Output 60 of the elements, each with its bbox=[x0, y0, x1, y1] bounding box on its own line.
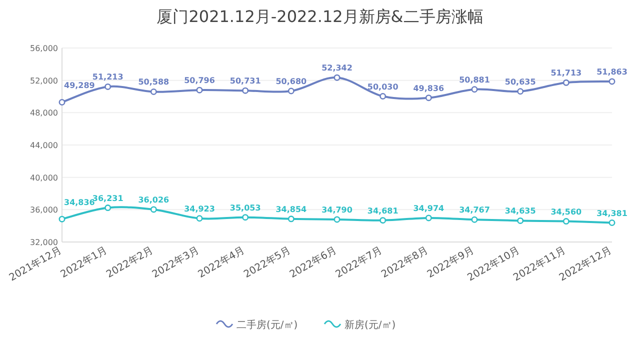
data-label: 49,289 bbox=[64, 81, 96, 90]
data-label: 34,790 bbox=[322, 205, 353, 214]
data-label: 36,026 bbox=[138, 195, 170, 204]
point bbox=[334, 216, 340, 223]
point bbox=[288, 88, 294, 94]
point bbox=[471, 86, 478, 93]
data-label: 34,635 bbox=[504, 206, 536, 216]
y-tick-label: 48,000 bbox=[30, 108, 58, 118]
point bbox=[104, 83, 112, 90]
point bbox=[104, 204, 112, 212]
y-tick-label: 40,000 bbox=[30, 173, 58, 182]
data-label: 34,767 bbox=[459, 206, 490, 215]
data-label: 50,588 bbox=[138, 78, 170, 87]
point bbox=[562, 218, 570, 225]
data-label: 51,863 bbox=[596, 67, 628, 76]
legend-label: 新房(元/㎡) bbox=[344, 319, 396, 331]
legend-label: 二手房(元/㎡) bbox=[236, 319, 298, 331]
point bbox=[425, 94, 432, 102]
y-tick-label: 56,000 bbox=[30, 44, 58, 53]
point bbox=[150, 206, 157, 213]
point bbox=[517, 217, 524, 224]
point bbox=[242, 214, 249, 221]
data-label: 51,213 bbox=[92, 72, 124, 82]
data-label: 35,053 bbox=[230, 203, 261, 212]
point bbox=[288, 216, 294, 222]
data-label: 51,713 bbox=[550, 68, 582, 78]
data-label: 50,635 bbox=[504, 77, 536, 86]
data-label: 50,731 bbox=[230, 76, 262, 86]
point bbox=[334, 74, 340, 81]
point bbox=[517, 88, 524, 95]
data-label: 34,974 bbox=[413, 204, 445, 213]
point bbox=[608, 220, 616, 226]
data-label: 34,560 bbox=[550, 207, 582, 216]
point bbox=[242, 87, 249, 94]
data-label: 50,680 bbox=[276, 77, 308, 86]
data-label: 50,796 bbox=[184, 76, 216, 86]
y-tick-label: 32,000 bbox=[30, 238, 58, 247]
point bbox=[196, 86, 203, 94]
y-tick-label: 52,000 bbox=[30, 76, 58, 86]
y-tick-label: 44,000 bbox=[30, 141, 58, 150]
point bbox=[562, 79, 570, 86]
point bbox=[58, 216, 66, 222]
data-label: 34,854 bbox=[276, 204, 308, 214]
data-label: 34,923 bbox=[184, 204, 215, 214]
data-label: 34,381 bbox=[596, 208, 628, 218]
point bbox=[58, 98, 66, 106]
point bbox=[380, 217, 386, 224]
point bbox=[608, 78, 616, 85]
data-label: 50,030 bbox=[367, 82, 399, 92]
data-label: 34,681 bbox=[367, 206, 399, 216]
data-label: 49,836 bbox=[413, 84, 445, 93]
point bbox=[380, 93, 386, 100]
point bbox=[425, 214, 432, 222]
y-tick-label: 36,000 bbox=[30, 206, 58, 215]
title: 厦门2021.12月-2022.12月新房&二手房涨幅 bbox=[156, 7, 484, 26]
data-label: 52,342 bbox=[322, 64, 352, 73]
point bbox=[196, 215, 203, 222]
point bbox=[150, 88, 157, 95]
data-label: 50,881 bbox=[459, 75, 490, 84]
point bbox=[471, 216, 478, 223]
